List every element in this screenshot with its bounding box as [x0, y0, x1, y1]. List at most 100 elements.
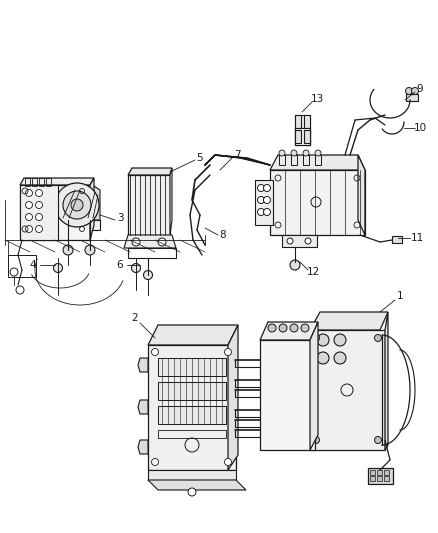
- Polygon shape: [20, 178, 94, 185]
- Polygon shape: [227, 409, 234, 418]
- Circle shape: [374, 437, 381, 443]
- Circle shape: [257, 197, 264, 204]
- Text: 13: 13: [310, 94, 323, 104]
- Circle shape: [143, 271, 152, 279]
- Circle shape: [151, 458, 158, 465]
- Bar: [294, 115, 309, 145]
- Bar: [259, 340, 314, 450]
- Circle shape: [316, 334, 328, 346]
- Circle shape: [374, 335, 381, 342]
- Bar: [128, 175, 170, 235]
- Circle shape: [71, 199, 83, 211]
- Bar: [376, 470, 381, 475]
- Bar: [32, 178, 37, 186]
- Circle shape: [300, 391, 308, 399]
- Polygon shape: [124, 235, 176, 248]
- Polygon shape: [227, 419, 234, 428]
- Bar: [20, 185, 90, 240]
- Polygon shape: [80, 182, 100, 220]
- Circle shape: [131, 263, 140, 272]
- Bar: [304, 373, 312, 383]
- Circle shape: [257, 208, 264, 215]
- Bar: [148, 345, 236, 470]
- Polygon shape: [227, 389, 234, 398]
- Polygon shape: [90, 178, 94, 240]
- Bar: [8, 255, 36, 277]
- Circle shape: [300, 408, 308, 416]
- Bar: [281, 235, 316, 247]
- Circle shape: [35, 225, 42, 232]
- Polygon shape: [357, 155, 364, 235]
- Circle shape: [132, 238, 140, 246]
- Circle shape: [279, 324, 286, 332]
- Polygon shape: [227, 429, 234, 438]
- Circle shape: [333, 334, 345, 346]
- Polygon shape: [138, 400, 148, 414]
- Circle shape: [35, 201, 42, 208]
- Polygon shape: [148, 480, 245, 490]
- Polygon shape: [259, 322, 317, 340]
- Bar: [290, 155, 297, 165]
- Bar: [39, 178, 44, 186]
- Text: 7: 7: [233, 150, 240, 160]
- Polygon shape: [60, 220, 100, 230]
- Circle shape: [300, 324, 308, 332]
- Bar: [314, 155, 320, 165]
- Text: 2: 2: [131, 313, 138, 323]
- Bar: [158, 382, 226, 400]
- Bar: [304, 355, 312, 365]
- Bar: [369, 476, 374, 481]
- Circle shape: [63, 245, 73, 255]
- Bar: [294, 130, 300, 143]
- Bar: [294, 115, 300, 145]
- Bar: [294, 128, 309, 134]
- Bar: [383, 470, 388, 475]
- Bar: [391, 236, 401, 243]
- Bar: [254, 180, 272, 225]
- Bar: [405, 94, 417, 101]
- Bar: [302, 155, 308, 165]
- Text: 3: 3: [117, 213, 123, 223]
- Polygon shape: [148, 470, 236, 480]
- Circle shape: [158, 238, 166, 246]
- Polygon shape: [148, 325, 237, 345]
- Polygon shape: [138, 358, 148, 372]
- Circle shape: [224, 458, 231, 465]
- Circle shape: [300, 356, 308, 364]
- Polygon shape: [309, 312, 387, 330]
- Circle shape: [302, 150, 308, 156]
- Polygon shape: [138, 440, 148, 454]
- Polygon shape: [309, 322, 317, 450]
- Polygon shape: [170, 168, 172, 235]
- Bar: [309, 330, 384, 450]
- Bar: [304, 390, 312, 400]
- Bar: [304, 407, 312, 417]
- Polygon shape: [227, 359, 234, 368]
- Circle shape: [25, 225, 32, 232]
- Text: 9: 9: [416, 84, 422, 94]
- Bar: [128, 248, 176, 258]
- Text: 10: 10: [413, 123, 426, 133]
- Bar: [158, 406, 226, 424]
- Bar: [303, 115, 309, 145]
- Circle shape: [263, 184, 270, 191]
- Circle shape: [63, 191, 91, 219]
- Polygon shape: [269, 155, 364, 170]
- Circle shape: [55, 183, 99, 227]
- Circle shape: [312, 335, 319, 342]
- Bar: [269, 170, 364, 235]
- Bar: [20, 185, 58, 240]
- Circle shape: [312, 437, 319, 443]
- Bar: [303, 130, 309, 143]
- Circle shape: [25, 214, 32, 221]
- Text: 1: 1: [396, 291, 403, 301]
- Bar: [376, 476, 381, 481]
- Circle shape: [35, 190, 42, 197]
- Circle shape: [35, 214, 42, 221]
- Circle shape: [224, 349, 231, 356]
- Circle shape: [53, 263, 62, 272]
- Text: 5: 5: [196, 153, 203, 163]
- Bar: [294, 128, 309, 145]
- Bar: [383, 476, 388, 481]
- Bar: [279, 155, 284, 165]
